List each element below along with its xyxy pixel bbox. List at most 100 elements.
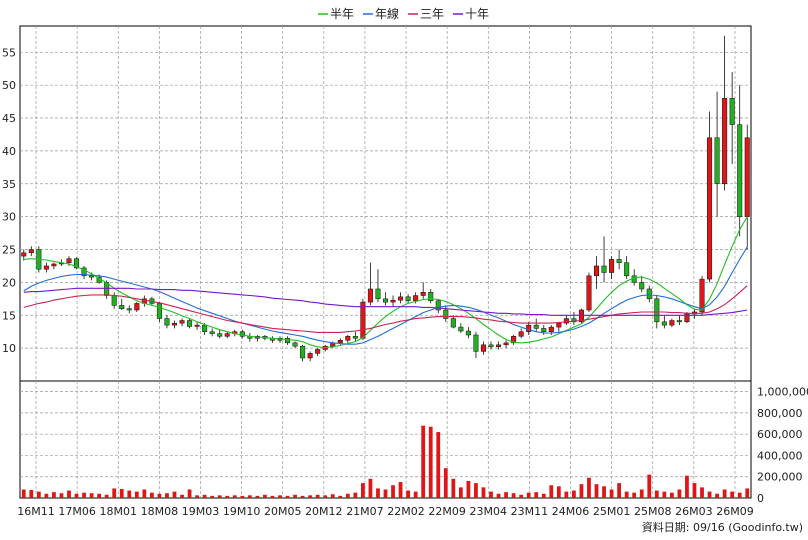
candle-body <box>194 324 200 327</box>
candle-body <box>646 288 652 300</box>
candle-body <box>503 342 509 346</box>
volume-bar <box>36 491 41 498</box>
x-axis-ticks: 16M11 17M06 18M01 18M08 19M03 19M10 20M05 20M12… <box>17 505 754 518</box>
volume-bar <box>270 495 275 498</box>
candle-body <box>375 288 381 300</box>
price-tick-label: 50 <box>2 79 16 92</box>
volume-bar <box>157 493 162 498</box>
x-tick-label: 22M09 <box>428 505 466 518</box>
volume-bar <box>293 494 297 498</box>
volume-bar <box>549 485 554 498</box>
candle-body <box>405 296 411 302</box>
candle-body <box>156 303 162 319</box>
ma-line-year <box>23 246 748 345</box>
candle-body <box>684 313 690 323</box>
candle-body <box>119 305 125 309</box>
candle-body <box>360 301 366 339</box>
price-tick-label: 30 <box>2 211 16 224</box>
candle-body <box>511 336 517 344</box>
volume-bar <box>52 492 56 498</box>
grid <box>20 26 751 498</box>
candle-body <box>654 298 660 323</box>
volume-tick-label: 600,000 <box>757 428 803 441</box>
volume-bar <box>654 490 659 498</box>
volume-bar <box>247 495 252 498</box>
candle-body <box>518 331 524 337</box>
volume-bar <box>376 488 380 498</box>
volume-bar <box>97 493 102 498</box>
candle-body <box>74 258 80 269</box>
candle-body <box>669 320 675 326</box>
candle-body <box>382 298 389 303</box>
volume-bar <box>44 493 49 498</box>
volume-bar <box>541 493 546 498</box>
volume-bar <box>692 483 697 498</box>
candle-body <box>81 267 87 277</box>
ma-line-half-year <box>23 216 748 349</box>
volume-bar <box>639 489 644 498</box>
candles <box>21 35 750 362</box>
volume-bar <box>21 489 26 498</box>
volume-tick-label: 400,000 <box>757 449 803 462</box>
volume-bar <box>406 490 410 498</box>
volume-bar <box>511 493 516 498</box>
volume-bar <box>398 482 403 498</box>
candle-body <box>51 263 57 267</box>
candle-body <box>224 333 230 337</box>
volume-bar <box>165 493 169 498</box>
price-tick-label: 25 <box>2 244 16 257</box>
candle-body <box>209 331 215 334</box>
price-plot-frame <box>19 25 752 382</box>
x-tick-label: 21M07 <box>346 505 384 518</box>
volume-bar <box>330 494 335 498</box>
candle-body <box>699 278 705 313</box>
volume-bar <box>677 489 682 498</box>
candle-body <box>578 309 584 323</box>
price-tick-label: 35 <box>2 178 16 191</box>
volume-bar <box>617 483 622 498</box>
x-tick-label: 20M12 <box>305 505 343 518</box>
volume-bar <box>572 490 576 498</box>
candle-body <box>28 249 34 254</box>
volume-bar <box>632 492 637 498</box>
candle-body <box>126 308 132 311</box>
candle-body <box>609 259 615 273</box>
volume-bar <box>458 487 463 498</box>
candle-body <box>428 292 434 302</box>
ma-line-3year <box>23 285 748 333</box>
volume-bar <box>587 477 591 498</box>
candle-body <box>164 318 170 326</box>
moving-average-lines <box>23 216 748 349</box>
candle-body <box>202 324 208 332</box>
volume-bar <box>624 491 629 498</box>
volume-bar <box>383 489 388 498</box>
footer-source: 資料日期: 09/16 (Goodinfo.tw) <box>642 520 803 534</box>
volume-bar <box>466 480 471 498</box>
volume-bar <box>361 483 365 498</box>
volume-tick-label: 200,000 <box>757 471 803 484</box>
volume-bar <box>481 487 486 498</box>
volume-bar <box>662 491 667 498</box>
candle-body <box>390 299 396 303</box>
volume-bar <box>594 484 599 498</box>
volume-bar <box>700 487 704 498</box>
volume-bar <box>353 492 358 498</box>
volume-bar <box>217 495 222 498</box>
x-tick-label: 25M01 <box>593 505 631 518</box>
price-tick-label: 15 <box>2 309 16 322</box>
volume-bar <box>119 488 124 498</box>
volume-bar <box>240 495 245 498</box>
legend-label-1: 年線 <box>375 6 399 21</box>
candle-body <box>413 295 419 302</box>
volume-bar <box>451 478 456 498</box>
legend: 半年 年線 三年 十年 <box>318 6 489 21</box>
candle-body <box>367 288 373 303</box>
volume-bar <box>59 493 64 498</box>
volume-bar <box>647 474 652 498</box>
volume-bar <box>745 488 750 498</box>
volume-bar <box>112 488 117 498</box>
candle-body <box>563 318 569 324</box>
candle-body <box>473 334 479 352</box>
volume-bar <box>564 491 569 498</box>
